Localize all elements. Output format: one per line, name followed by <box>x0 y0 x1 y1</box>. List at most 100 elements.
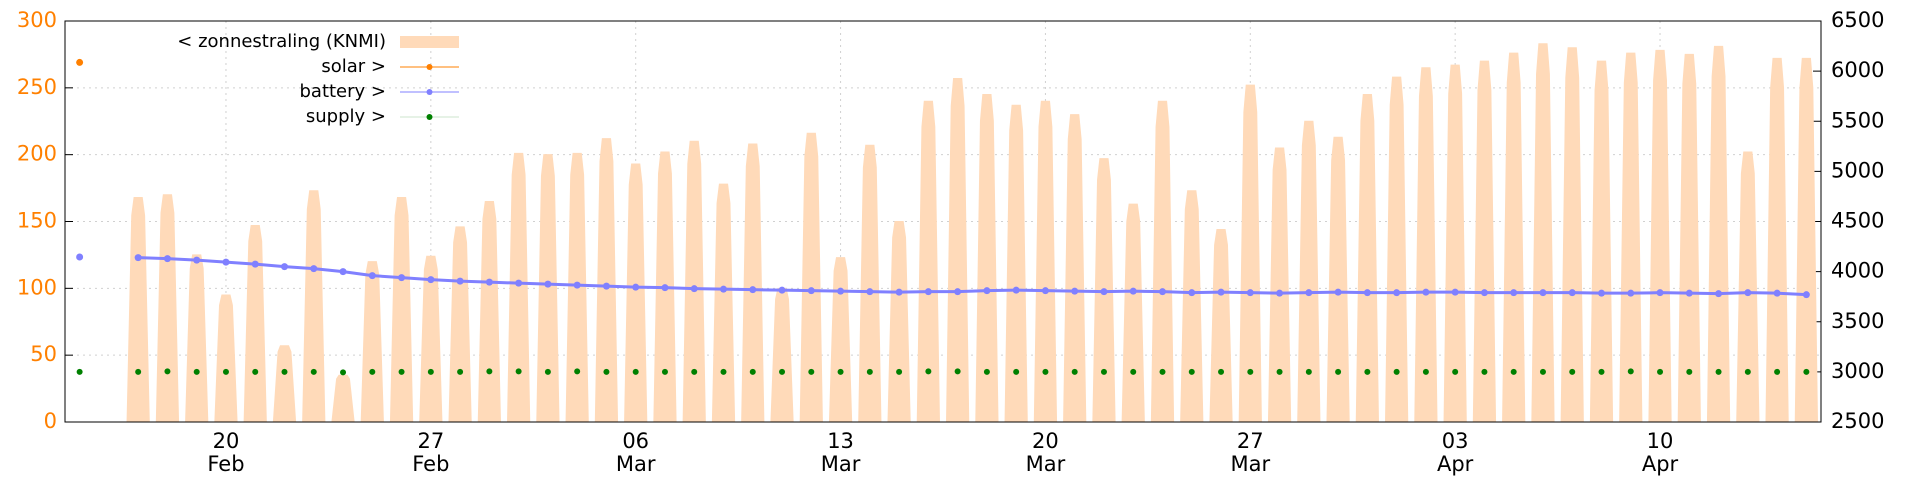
area-segment <box>214 294 238 423</box>
point <box>369 368 376 375</box>
point <box>76 253 84 261</box>
point <box>1598 289 1605 297</box>
area-segment <box>1619 52 1643 423</box>
point <box>983 287 991 295</box>
legend-label: solar > <box>321 56 386 77</box>
point <box>163 255 171 263</box>
x-tick-label: 20 Feb <box>207 429 245 476</box>
area-segment <box>1209 229 1233 423</box>
point <box>222 258 230 266</box>
area-segment <box>536 154 560 423</box>
plot-frame <box>64 20 1822 423</box>
area-segment <box>594 138 619 423</box>
x-tick-label: 27 Mar <box>1230 429 1271 476</box>
area-segment <box>331 374 355 423</box>
area-segment <box>302 190 326 423</box>
point <box>544 280 552 288</box>
point <box>1744 368 1751 375</box>
area-segment <box>1121 203 1145 423</box>
y-tick-label: 50 <box>30 342 57 366</box>
area-segment <box>1677 53 1701 423</box>
point <box>749 368 756 375</box>
y2-tick-label: 3500 <box>1831 309 1884 333</box>
point <box>1246 289 1254 297</box>
point <box>1451 288 1459 296</box>
area-segment <box>741 143 765 423</box>
point <box>281 368 288 375</box>
point <box>895 288 903 296</box>
point <box>1422 368 1429 375</box>
legend-label: < zonnestraling (KNMI) <box>177 31 386 52</box>
point <box>1334 288 1342 296</box>
point <box>427 276 435 284</box>
area-segment <box>185 254 209 423</box>
point <box>164 368 171 375</box>
point <box>691 368 698 375</box>
area-segment <box>1648 49 1672 423</box>
y-tick-label: 100 <box>17 275 57 299</box>
area-segment <box>507 152 531 423</box>
x-tick-label: 27 Feb <box>412 429 450 476</box>
y2-tick-label: 5500 <box>1831 108 1884 132</box>
point <box>1218 368 1225 375</box>
point <box>544 368 551 375</box>
line <box>138 256 1807 297</box>
point <box>76 368 83 375</box>
legend-swatch <box>400 36 459 48</box>
area-segment <box>1180 190 1204 423</box>
point <box>983 368 990 375</box>
point <box>837 368 844 375</box>
y2-tick-label: 4000 <box>1831 259 1884 283</box>
point <box>1568 289 1576 297</box>
point <box>310 265 318 273</box>
point <box>1627 368 1634 375</box>
area-segment <box>1443 64 1467 423</box>
point <box>807 287 815 295</box>
point <box>1100 288 1108 296</box>
point <box>1247 368 1254 375</box>
point <box>398 274 406 282</box>
point <box>1656 289 1664 297</box>
point <box>252 368 259 375</box>
area-segment <box>1472 60 1497 423</box>
area-segment <box>1297 120 1321 423</box>
point <box>1363 289 1371 297</box>
area-segment <box>448 226 472 423</box>
marks <box>68 43 1818 423</box>
legend-label: battery > <box>299 81 386 102</box>
point <box>866 368 873 375</box>
point <box>1510 289 1518 297</box>
point <box>1276 368 1283 375</box>
y2-tick-label: 3000 <box>1831 359 1884 383</box>
point <box>193 256 201 264</box>
area-segment <box>887 221 911 423</box>
point <box>1305 289 1313 297</box>
point <box>1217 288 1225 296</box>
point <box>1569 368 1576 375</box>
point <box>603 368 610 375</box>
point <box>661 284 669 292</box>
point <box>340 369 347 376</box>
point <box>1539 368 1546 375</box>
area-segment <box>1736 151 1760 423</box>
y2-tick-label: 4500 <box>1831 209 1884 233</box>
point <box>574 368 581 375</box>
y-tick-label: 0 <box>44 409 57 433</box>
point <box>1803 368 1810 375</box>
point <box>1159 368 1166 375</box>
point <box>632 283 640 291</box>
point <box>515 368 522 375</box>
point <box>1744 289 1752 297</box>
y-tick-label: 150 <box>17 209 57 233</box>
point <box>281 263 288 271</box>
point <box>222 368 229 375</box>
point <box>1773 289 1781 297</box>
area-segment <box>711 183 736 423</box>
y2-tick-label: 5000 <box>1831 158 1884 182</box>
point <box>690 285 698 293</box>
area-segment <box>1706 45 1731 423</box>
area-segment <box>1414 67 1438 423</box>
point <box>1129 287 1137 295</box>
